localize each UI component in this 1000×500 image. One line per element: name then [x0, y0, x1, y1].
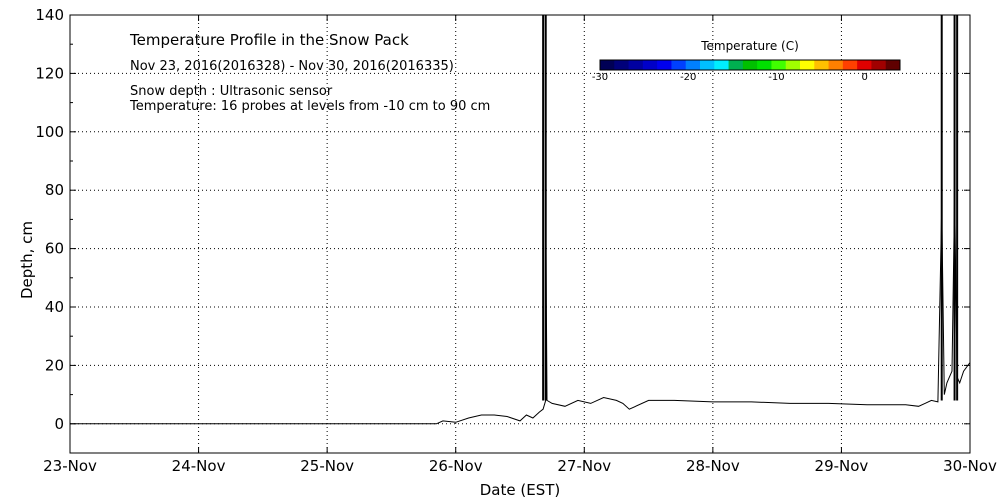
y-tick-label: 100: [35, 123, 64, 141]
colorbar-segment: [728, 60, 744, 70]
chart-subtitle: Nov 23, 2016(2016328) - Nov 30, 2016(201…: [130, 59, 454, 74]
colorbar-segment: [714, 60, 730, 70]
colorbar-segment: [642, 60, 658, 70]
y-tick-label: 20: [45, 356, 64, 374]
x-tick-label: 23-Nov: [43, 457, 97, 475]
colorbar-segment: [800, 60, 815, 70]
colorbar-segment: [885, 60, 901, 70]
colorbar-segment: [785, 60, 801, 70]
y-axis-title: Depth, cm: [18, 221, 36, 299]
annotation-temperature: Temperature: 16 probes at levels from -1…: [129, 99, 490, 114]
colorbar-tick-label: -20: [680, 72, 696, 83]
x-tick-label: 28-Nov: [686, 457, 740, 475]
colorbar-title: Temperature (C): [700, 39, 799, 53]
colorbar-segment: [857, 60, 872, 70]
colorbar-segment: [757, 60, 772, 70]
y-tick-label: 140: [35, 6, 64, 24]
colorbar-tick-label: -30: [592, 72, 608, 83]
annotation-snow-depth: Snow depth : Ultrasonic sensor: [130, 84, 333, 99]
colorbar-frame: [599, 59, 901, 71]
y-tick-label: 80: [45, 181, 64, 199]
x-tick-label: 30-Nov: [943, 457, 997, 475]
x-axis: 23-Nov 24-Nov 25-Nov 26-Nov 27-Nov 28-Nov 29-N…: [43, 15, 997, 475]
colorbar-segment: [842, 60, 858, 70]
colorbar-segment: [742, 60, 758, 70]
x-axis-title: Date (EST): [480, 481, 561, 499]
colorbar-segment: [871, 60, 887, 70]
y-tick-label: 120: [35, 64, 64, 82]
colorbar-segment: [814, 60, 830, 70]
colorbar-segment: [657, 60, 672, 70]
series-layer: [70, 15, 971, 425]
x-tick-label: 24-Nov: [172, 457, 226, 475]
x-tick-label: 26-Nov: [429, 457, 483, 475]
temperature-colorbar: Temperature (C) -30 -20 -10 0: [592, 39, 901, 83]
x-tick-label: 25-Nov: [300, 457, 354, 475]
plot-frame: [69, 14, 971, 454]
y-tick-label: 40: [45, 298, 64, 316]
grid-layer: [70, 15, 970, 453]
colorbar-segment: [671, 60, 687, 70]
colorbar-segment: [828, 60, 844, 70]
colorbar-segment: [628, 60, 644, 70]
x-tick-label: 27-Nov: [557, 457, 611, 475]
colorbar-segment: [700, 60, 715, 70]
colorbar-segment: [614, 60, 630, 70]
chart-title: Temperature Profile in the Snow Pack: [129, 31, 409, 49]
colorbar-segment: [771, 60, 787, 70]
snow-depth-line: [70, 195, 971, 425]
y-tick-label: 60: [45, 240, 64, 258]
x-tick-label: 29-Nov: [815, 457, 869, 475]
colorbar-tick-label: -10: [768, 72, 784, 83]
y-axis: 0 20 40 60 80 100 120 140: [35, 6, 970, 454]
colorbar-segment: [600, 60, 615, 70]
y-tick-label: 0: [54, 415, 64, 433]
colorbar-segment: [685, 60, 701, 70]
colorbar-tick-label: 0: [862, 72, 868, 83]
